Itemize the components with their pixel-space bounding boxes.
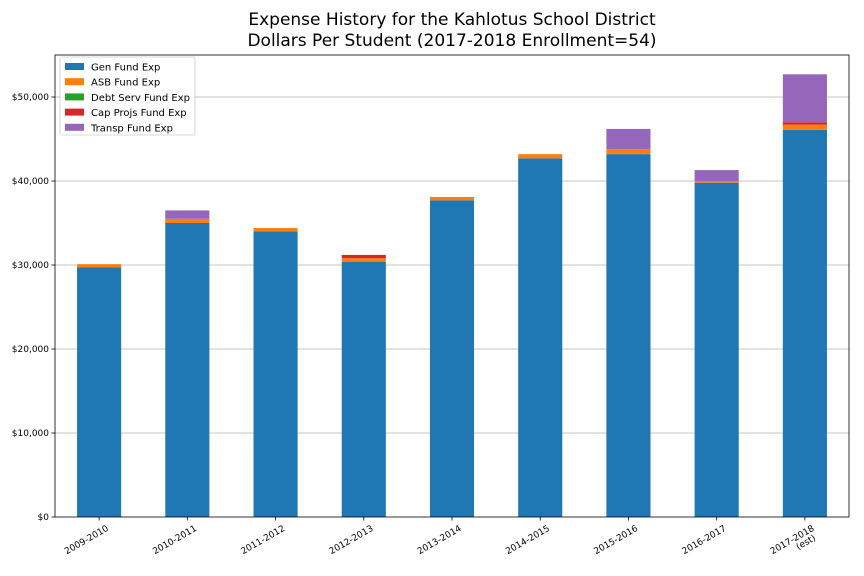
x-tick-label-line: 2012-2013: [328, 524, 375, 557]
bar-segment: [782, 122, 827, 125]
legend-label: ASB Fund Exp: [91, 78, 160, 89]
x-tick-label: 2015-2016: [592, 524, 640, 557]
y-tick-label: $40,000: [12, 177, 49, 187]
bar-segment: [606, 128, 651, 150]
bar-segment: [253, 228, 298, 232]
legend-label: Cap Projs Fund Exp: [91, 108, 187, 119]
bar-segment: [694, 170, 739, 181]
bar-segment: [253, 231, 298, 517]
legend-swatch: [65, 63, 84, 70]
x-tick-label-line: 2016-2017: [681, 524, 728, 557]
x-tick-label: 2014-2015: [504, 524, 551, 557]
bar-segment: [165, 223, 210, 517]
bar-segment: [782, 129, 827, 517]
x-tick-label: 2011-2012: [240, 524, 287, 557]
bar-segment: [429, 200, 475, 517]
x-tick-label-line: 2009-2010: [63, 524, 111, 557]
bar-segment: [341, 258, 386, 262]
y-tick-label: $30,000: [12, 261, 49, 271]
bar-segment: [341, 254, 386, 259]
legend-label: Transp Fund Exp: [90, 123, 173, 134]
legend-swatch: [65, 108, 84, 116]
bar-segment: [165, 210, 210, 219]
legend-swatch: [65, 123, 84, 131]
x-tick-label: 2016-2017: [681, 524, 728, 557]
x-axis: 2009-2010 2010-2011 2011-2012 2012-2013 2013…: [63, 517, 821, 565]
chart-title-line-1: Expense History for the Kahlotus School …: [248, 10, 656, 30]
bar-segment: [77, 267, 122, 517]
y-tick-label: $10,000: [12, 429, 49, 439]
x-tick-label: 2017-2018(est): [769, 524, 821, 565]
bar-segment: [77, 264, 122, 268]
bar-segment: [782, 74, 827, 123]
x-tick-label-line: 2010-2011: [151, 524, 198, 557]
x-tick-label-line: 2014-2015: [504, 524, 551, 557]
bar-segment: [606, 149, 651, 155]
bar-segment: [694, 181, 739, 183]
bar-segment: [341, 261, 386, 517]
chart-title-line-2: Dollars Per Student (2017-2018 Enrollmen…: [247, 31, 656, 51]
bar-segment: [606, 154, 651, 517]
x-tick-label-line: 2011-2012: [240, 524, 287, 557]
x-tick-label-line: 2013-2014: [416, 524, 464, 557]
y-axis: $0 $10,000 $20,000 $30,000 $40,000 $50,000: [12, 93, 55, 523]
x-tick-label-line: 2015-2016: [592, 524, 640, 557]
bar-segment: [518, 158, 563, 517]
legend: Gen Fund Exp ASB Fund Exp Debt Serv Fund E…: [59, 56, 196, 136]
legend-box: [59, 56, 196, 136]
legend-label: Gen Fund Exp: [91, 63, 160, 74]
y-tick-label: $50,000: [12, 93, 49, 103]
x-tick-label: 2013-2014: [416, 524, 464, 557]
legend-swatch: [65, 78, 84, 86]
bars: [77, 74, 827, 517]
bar-segment: [518, 154, 563, 159]
bar-segment: [429, 196, 475, 201]
legend-label: Debt Serv Fund Exp: [91, 93, 190, 104]
y-tick-label: $0: [38, 513, 50, 523]
bar-segment: [782, 124, 827, 130]
bar-segment: [165, 218, 210, 223]
y-tick-label: $20,000: [12, 345, 49, 355]
x-tick-label: 2009-2010: [63, 524, 111, 557]
x-tick-label: 2012-2013: [328, 524, 375, 557]
bar-segment: [694, 182, 739, 517]
x-tick-label: 2010-2011: [151, 524, 198, 557]
legend-swatch: [65, 93, 84, 101]
